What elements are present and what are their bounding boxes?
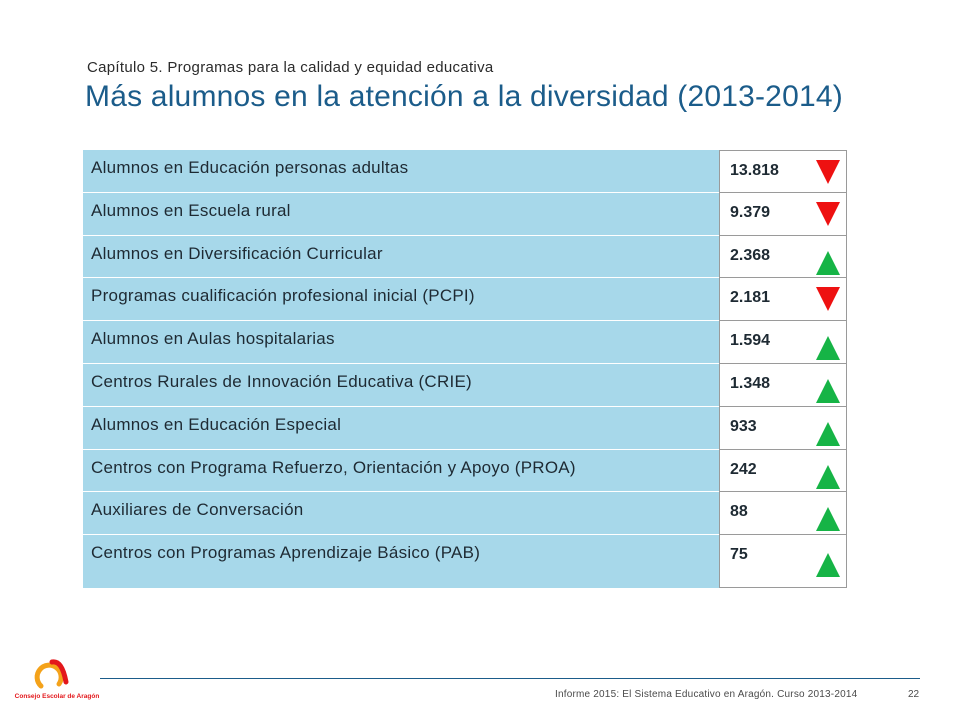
- row-label: Auxiliares de Conversación: [91, 500, 304, 520]
- row-value: 2.181: [730, 289, 771, 307]
- row-value-cell: 2.181: [719, 278, 847, 322]
- down-arrow-icon: [816, 287, 840, 312]
- data-table: Alumnos en Educación personas adultas 13…: [83, 150, 847, 589]
- row-value: 9.379: [730, 203, 771, 221]
- up-arrow-icon: [816, 553, 840, 578]
- row-value: 242: [730, 460, 757, 478]
- row-value-cell: 1.594: [719, 321, 847, 364]
- consejo-escolar-logo: Consejo Escolar de Aragón: [14, 652, 100, 702]
- row-value-cell: 1.348: [719, 363, 847, 407]
- page-number: 22: [908, 689, 920, 700]
- table-row: Centros Rurales de Innovación Educativa …: [83, 363, 847, 407]
- table-row: Programas cualificación profesional inic…: [83, 278, 847, 322]
- row-label: Alumnos en Escuela rural: [91, 200, 291, 220]
- row-label-cell: Centros con Programa Refuerzo, Orientaci…: [83, 449, 719, 493]
- row-value-cell: 13.818: [719, 150, 847, 193]
- footer-divider: [100, 678, 920, 679]
- row-label: Centros con Programas Aprendizaje Básico…: [91, 543, 481, 563]
- row-label-cell: Programas cualificación profesional inic…: [83, 278, 719, 322]
- row-value: 13.818: [730, 162, 779, 179]
- table-row: Centros con Programa Refuerzo, Orientaci…: [83, 449, 847, 493]
- row-label: Alumnos en Diversificación Curricular: [91, 243, 383, 263]
- up-arrow-icon: [816, 378, 840, 403]
- row-value-cell: 75: [719, 535, 847, 589]
- row-value: 75: [730, 546, 748, 564]
- row-label-cell: Auxiliares de Conversación: [83, 492, 719, 536]
- chapter-subtitle: Capítulo 5. Programas para la calidad y …: [87, 59, 494, 76]
- row-value: 88: [730, 503, 748, 521]
- row-value-cell: 933: [719, 406, 847, 450]
- row-value-cell: 9.379: [719, 192, 847, 236]
- row-label: Alumnos en Aulas hospitalarias: [91, 329, 335, 349]
- logo-text: Consejo Escolar de Aragón: [15, 693, 100, 700]
- table-row: Centros con Programas Aprendizaje Básico…: [83, 535, 847, 589]
- row-label: Alumnos en Educación Especial: [91, 414, 342, 434]
- row-label-cell: Centros Rurales de Innovación Educativa …: [83, 363, 719, 407]
- row-label-cell: Alumnos en Escuela rural: [83, 192, 719, 236]
- table-row: Alumnos en Escuela rural 9.379: [83, 192, 847, 236]
- row-value: 933: [730, 417, 757, 435]
- row-value-cell: 242: [719, 449, 847, 493]
- row-label-cell: Alumnos en Educación Especial: [83, 406, 719, 450]
- row-label-cell: Alumnos en Aulas hospitalarias: [83, 321, 719, 364]
- row-label: Programas cualificación profesional inic…: [91, 286, 475, 306]
- row-label-cell: Centros con Programas Aprendizaje Básico…: [83, 535, 719, 589]
- row-label: Alumnos en Educación personas adultas: [91, 158, 409, 177]
- row-label-cell: Alumnos en Educación personas adultas: [83, 150, 719, 193]
- table-row: Alumnos en Educación Especial 933: [83, 406, 847, 450]
- row-value-cell: 88: [719, 492, 847, 536]
- down-arrow-icon: [816, 160, 840, 184]
- page-title: Más alumnos en la atención a la diversid…: [85, 80, 843, 113]
- up-arrow-icon: [816, 507, 840, 532]
- up-arrow-icon: [816, 464, 840, 489]
- up-arrow-icon: [816, 421, 840, 446]
- row-value: 1.594: [730, 332, 771, 350]
- table-row: Auxiliares de Conversación 88: [83, 492, 847, 536]
- logo-mark-icon: Consejo Escolar de Aragón: [15, 659, 100, 700]
- table-row: Alumnos en Aulas hospitalarias 1.594: [83, 321, 847, 364]
- row-label-cell: Alumnos en Diversificación Curricular: [83, 235, 719, 279]
- down-arrow-icon: [816, 201, 840, 226]
- row-value: 2.368: [730, 246, 771, 264]
- table-row: Alumnos en Diversificación Curricular 2.…: [83, 235, 847, 279]
- row-label: Centros Rurales de Innovación Educativa …: [91, 371, 472, 391]
- row-label: Centros con Programa Refuerzo, Orientaci…: [91, 457, 576, 477]
- up-arrow-icon: [816, 336, 840, 361]
- row-value-cell: 2.368: [719, 235, 847, 279]
- up-arrow-icon: [816, 250, 840, 275]
- footer-text: Informe 2015: El Sistema Educativo en Ar…: [555, 689, 858, 700]
- table-row: Alumnos en Educación personas adultas 13…: [83, 150, 847, 193]
- row-value: 1.348: [730, 374, 771, 392]
